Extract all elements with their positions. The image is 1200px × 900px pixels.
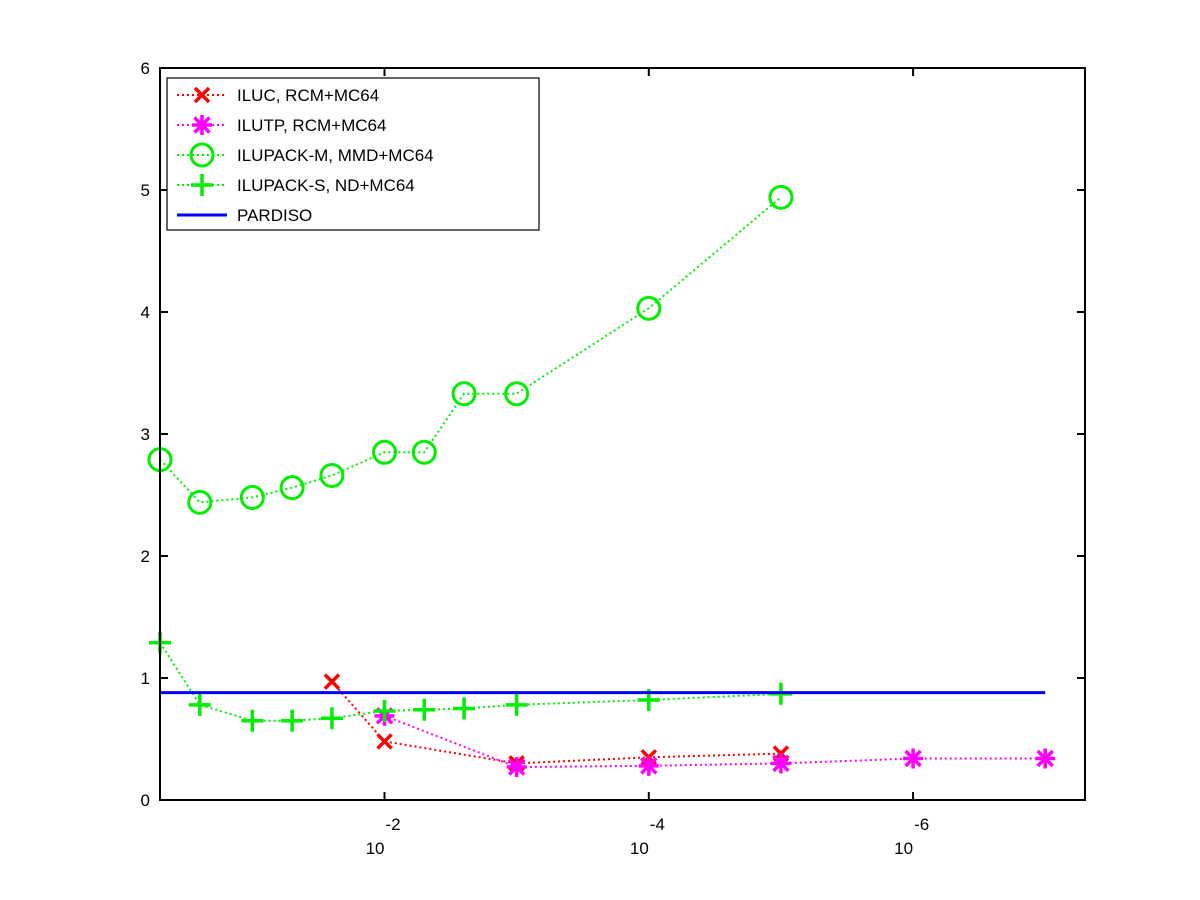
series-1-point-1 [506,757,527,778]
series-1-point-4 [903,748,924,769]
y-tick-label-4: 4 [141,303,150,322]
y-tick-label-3: 3 [141,425,150,444]
series-3-point-7 [453,697,476,720]
legend-entry-3: ILUPACK-S, ND+MC64 [177,174,415,196]
series-2-point-2 [239,484,265,510]
legend-label-0: ILUC, RCM+MC64 [237,86,379,105]
x-tick-label-base-1: 10 [630,839,649,858]
legend: ILUC, RCM+MC64 ILUTP, RCM+MC64 ILUPACK-M, … [166,77,540,231]
legend-label-2: ILUPACK-M, MMD+MC64 [237,146,434,165]
legend-marker-2 [189,142,215,168]
series-0-point-1 [376,733,393,750]
legend-entry-1: ILUTP, RCM+MC64 [177,115,386,135]
series-2-point-5 [372,439,398,465]
legend-entry-2: ILUPACK-M, MMD+MC64 [177,142,434,168]
series-3-point-3 [281,709,304,732]
legend-marker-1 [192,115,212,135]
y-tick-label-2: 2 [141,547,150,566]
series-2-point-4 [319,462,345,488]
x-tick-label-base-0: 10 [366,839,385,858]
series-3-point-4 [320,707,343,730]
series-2-point-10 [768,184,794,210]
series-3-point-5 [373,699,396,722]
x-tick-label-exponent-2: -6 [914,815,929,834]
x-tick-label-base-2: 10 [894,839,913,858]
series-2-point-6 [411,439,437,465]
series-3-point-6 [413,698,436,721]
series-2-point-3 [279,475,305,501]
x-tick-label-exponent-0: -2 [386,815,401,834]
legend-label-3: ILUPACK-S, ND+MC64 [237,176,415,195]
y-tick-label-1: 1 [141,669,150,688]
series-1-point-5 [1035,748,1056,769]
series-2-point-8 [504,381,530,407]
legend-label-4: PARDISO [237,206,312,225]
series-2-point-1 [187,489,213,515]
series-3-point-8 [505,693,528,716]
series-2-point-9 [636,295,662,321]
x-tick-label-exponent-1: -4 [650,815,665,834]
legend-label-1: ILUTP, RCM+MC64 [237,116,386,135]
series-1-point-2 [638,755,659,776]
legend-marker-3 [191,174,213,196]
y-tick-label-0: 0 [141,791,150,810]
legend-entry-0: ILUC, RCM+MC64 [177,86,379,105]
series-3-point-1 [188,693,211,716]
series-3-point-2 [241,709,264,732]
legend-marker-0 [193,86,211,104]
y-tick-label-5: 5 [141,181,150,200]
legend-entry-4: PARDISO [177,206,312,225]
y-tick-label-6: 6 [141,59,150,78]
series-line-2 [159,196,782,504]
legend-box [166,77,540,231]
series-2-point-7 [451,381,477,407]
series-line-1 [384,714,1046,769]
series-0-point-0 [323,673,341,690]
series-1-point-3 [770,753,791,774]
